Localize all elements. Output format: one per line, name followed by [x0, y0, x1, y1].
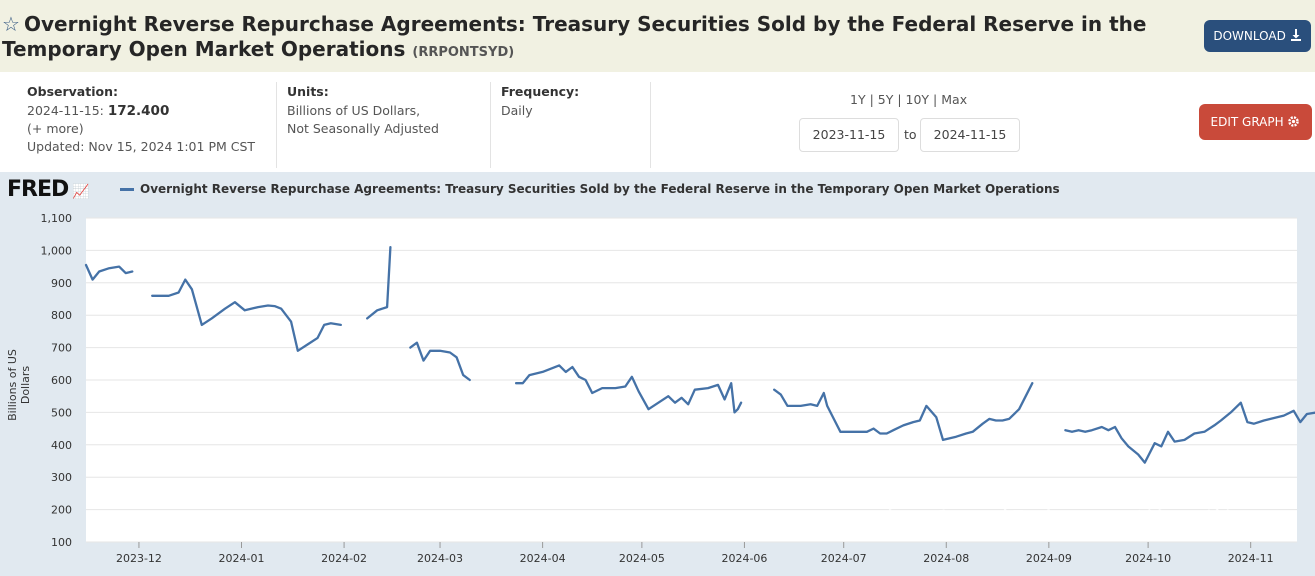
- frequency-value: Daily: [501, 103, 533, 118]
- more-link[interactable]: (+ more): [27, 121, 84, 136]
- series-line-segment: [514, 364, 743, 414]
- x-tick-label: 2024-05: [619, 552, 665, 565]
- download-label: DOWNLOAD: [1213, 29, 1286, 43]
- series-line-segment: [773, 382, 1034, 442]
- end-date-input[interactable]: 2024-11-15: [920, 118, 1020, 152]
- y-tick-label: 1,000: [41, 244, 73, 257]
- frequency-label: Frequency:: [501, 84, 580, 99]
- x-tick-label: 2024-03: [417, 552, 463, 565]
- observation-label: Observation:: [27, 84, 118, 99]
- y-tick-label: 200: [51, 504, 72, 517]
- frequency-panel: Frequency: Daily: [501, 84, 641, 180]
- series-title: Overnight Reverse Repurchase Agreements:…: [2, 12, 1147, 61]
- legend-swatch: [120, 188, 134, 191]
- y-tick-label: 800: [51, 309, 72, 322]
- units-label: Units:: [287, 84, 329, 99]
- series-id: (RRPONTSYD): [412, 45, 515, 60]
- x-tick-label: 2024-06: [721, 552, 767, 565]
- fred-chart-icon: 📈: [68, 184, 89, 200]
- y-tick-label: 900: [51, 277, 72, 290]
- range-1y-link[interactable]: 1Y: [850, 92, 866, 107]
- divider: [650, 82, 651, 168]
- range-10y-link[interactable]: 10Y: [905, 92, 930, 107]
- x-tick-label: 2024-01: [219, 552, 265, 565]
- y-tick-label: 600: [51, 374, 72, 387]
- range-5y-link[interactable]: 5Y: [877, 92, 894, 107]
- start-date-input[interactable]: 2023-11-15: [799, 118, 899, 152]
- gear-icon: [1288, 116, 1300, 127]
- x-tick-label: 2023-12: [116, 552, 162, 565]
- divider: [276, 82, 277, 168]
- x-tick-label: 2024-02: [321, 552, 367, 565]
- x-tick-label: 2024-04: [520, 552, 566, 565]
- observation-value: 172.400: [107, 103, 170, 119]
- divider: [490, 82, 491, 168]
- x-tick-label: 2024-09: [1026, 552, 1072, 565]
- chart-legend: Overnight Reverse Repurchase Agreements:…: [120, 182, 1060, 196]
- page-title: ☆ Overnight Reverse Repurchase Agreements…: [2, 12, 1152, 65]
- y-tick-label: 700: [51, 342, 72, 355]
- to-label: to: [904, 127, 917, 142]
- title-bar: [0, 0, 1315, 72]
- y-tick-label: 500: [51, 406, 72, 419]
- edit-graph-label: EDIT GRAPH: [1210, 115, 1284, 129]
- series-line-segment: [151, 278, 342, 352]
- series-line-segment: [366, 246, 392, 320]
- download-icon: [1290, 29, 1301, 41]
- x-tick-label: 2024-10: [1125, 552, 1171, 565]
- units-line1: Billions of US Dollars,: [287, 103, 421, 118]
- series-line-segment: [409, 341, 471, 382]
- observation-panel: Observation: 2024-11-15: 172.400 (+ more…: [27, 84, 267, 180]
- y-axis-label: Billions of US Dollars: [6, 349, 32, 421]
- download-button[interactable]: DOWNLOAD: [1204, 20, 1311, 52]
- y-tick-label: 1,100: [41, 212, 73, 225]
- edit-graph-button[interactable]: EDIT GRAPH: [1199, 104, 1312, 140]
- units-panel: Units: Billions of US Dollars, Not Seaso…: [287, 84, 487, 180]
- x-tick-label: 2024-11: [1228, 552, 1274, 565]
- range-links: 1Y | 5Y | 10Y | Max: [850, 92, 968, 107]
- series-line-segment: [1064, 401, 1315, 464]
- fred-logo: FRED 📈: [7, 177, 90, 202]
- series-line-segment: [84, 263, 134, 281]
- x-tick-label: 2024-08: [923, 552, 969, 565]
- observation-date: 2024-11-15:: [27, 103, 104, 118]
- units-line2: Not Seasonally Adjusted: [287, 121, 439, 136]
- x-tick-label: 2024-07: [821, 552, 867, 565]
- legend-label: Overnight Reverse Repurchase Agreements:…: [140, 182, 1060, 196]
- watermark: 知乎 @投资圈里说心学: [884, 506, 1237, 544]
- star-icon[interactable]: ☆: [2, 12, 20, 36]
- range-max-link[interactable]: Max: [941, 92, 968, 107]
- y-tick-label: 300: [51, 471, 72, 484]
- y-tick-label: 100: [51, 536, 72, 549]
- updated-text: Updated: Nov 15, 2024 1:01 PM CST: [27, 139, 256, 154]
- y-tick-label: 400: [51, 439, 72, 452]
